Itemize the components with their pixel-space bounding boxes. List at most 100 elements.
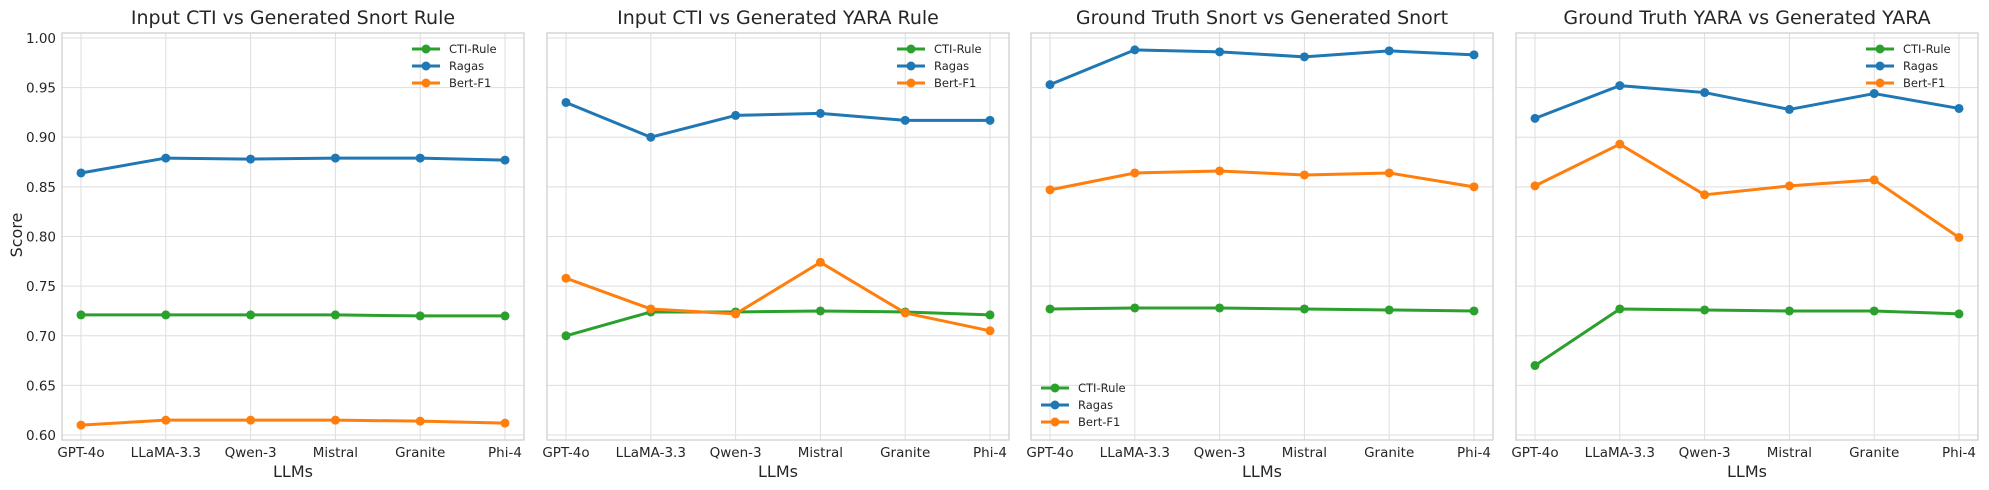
chart-title: Input CTI vs Generated Snort Rule (131, 7, 455, 29)
data-point (985, 326, 995, 336)
data-point (646, 132, 656, 142)
legend-label: Bert-F1 (1903, 76, 1945, 90)
data-point (1530, 113, 1540, 123)
data-point (985, 115, 995, 125)
data-point (76, 168, 86, 178)
legend-label: Bert-F1 (1078, 415, 1120, 429)
data-point (1869, 89, 1879, 99)
data-point (1130, 303, 1140, 313)
data-point (815, 108, 825, 118)
data-point (1469, 50, 1479, 60)
data-point (1954, 309, 1964, 319)
data-point (1045, 304, 1055, 314)
data-point (985, 310, 995, 320)
legend-label: CTI-Rule (934, 42, 982, 56)
data-point (161, 310, 171, 320)
legend-marker (421, 44, 431, 54)
legend-label: Bert-F1 (449, 76, 491, 90)
x-axis-label: LLMs (1242, 462, 1282, 481)
x-tick-label: LLaMA-3.3 (1585, 445, 1655, 461)
data-point (1299, 304, 1309, 314)
data-point (1045, 80, 1055, 90)
data-point (900, 308, 910, 318)
x-tick-label: GPT-4o (1511, 445, 1558, 461)
y-tick-label: 0.85 (26, 180, 56, 196)
data-point (1784, 104, 1794, 114)
x-tick-label: Granite (880, 445, 930, 461)
subplot-1: 0.60 0.65 0.70 0.75 0.80 0.85 0.90 0.95 1.00 GPT-… (26, 7, 525, 481)
x-axis-label: LLMs (758, 462, 798, 481)
legend-label: Ragas (1903, 59, 1938, 73)
data-point (1384, 46, 1394, 56)
x-tick-label: Granite (1849, 445, 1899, 461)
legend-label: CTI-Rule (1078, 381, 1126, 395)
series-line-cti-rule (81, 313, 505, 318)
x-tick-label: LLaMA-3.3 (616, 445, 686, 461)
chart-title: Input CTI vs Generated YARA Rule (617, 7, 939, 29)
data-point (500, 418, 510, 428)
data-point (561, 331, 571, 341)
legend-label: Ragas (1078, 398, 1113, 412)
x-axis-label: LLMs (273, 462, 313, 481)
series-line-bert-f1 (1534, 142, 1960, 239)
data-point (1530, 181, 1540, 191)
x-tick-label: LLaMA-3.3 (131, 445, 201, 461)
legend-marker (906, 61, 916, 71)
y-axis-label: Score (7, 213, 26, 258)
data-point (815, 257, 825, 267)
data-point (1615, 304, 1625, 314)
x-tick-label: Qwen-3 (225, 445, 277, 461)
y-tick-label: 0.80 (26, 230, 56, 246)
data-point (415, 311, 425, 321)
data-point (815, 306, 825, 316)
x-tick-label: Qwen-3 (1194, 445, 1246, 461)
data-point (1045, 185, 1055, 195)
legend-marker (1875, 44, 1885, 54)
y-tick-label: 0.75 (26, 279, 56, 295)
chart-title: Ground Truth Snort vs Generated Snort (1076, 7, 1448, 29)
x-tick-label: Qwen-3 (710, 445, 762, 461)
legend-marker (1875, 78, 1885, 88)
series-line-ragas (1534, 84, 1960, 120)
data-point (161, 415, 171, 425)
data-point (1530, 361, 1540, 371)
x-tick-label: Qwen-3 (1679, 445, 1731, 461)
data-point (1299, 170, 1309, 180)
data-point (1215, 47, 1225, 57)
data-point (1469, 306, 1479, 316)
data-point (161, 153, 171, 163)
data-point (76, 420, 86, 430)
data-point (1130, 45, 1140, 55)
data-point (1784, 181, 1794, 191)
legend-label: CTI-Rule (449, 42, 497, 56)
data-point (731, 309, 741, 319)
legend-marker (1050, 383, 1060, 393)
x-tick-label: Phi-4 (1457, 445, 1491, 461)
y-tick-label: 0.70 (26, 329, 56, 345)
y-tick-label: 0.65 (26, 378, 56, 394)
legend-marker (421, 61, 431, 71)
data-point (1784, 306, 1794, 316)
legend-label: CTI-Rule (1903, 42, 1951, 56)
x-tick-label: Granite (395, 445, 445, 461)
data-point (731, 110, 741, 120)
series-line-ragas (565, 101, 990, 139)
legend-marker (1050, 417, 1060, 427)
data-point (330, 310, 340, 320)
data-point (1215, 166, 1225, 176)
data-point (1700, 305, 1710, 315)
x-tick-label: Mistral (313, 445, 358, 461)
data-point (500, 311, 510, 321)
data-point (561, 273, 571, 283)
x-tick-label: Phi-4 (973, 445, 1007, 461)
legend-marker (1050, 400, 1060, 410)
data-point (1130, 168, 1140, 178)
data-point (1700, 190, 1710, 200)
legend-marker (906, 44, 916, 54)
x-tick-label: GPT-4o (542, 445, 589, 461)
x-tick-label: GPT-4o (57, 445, 104, 461)
y-tick-label: 1.00 (26, 31, 56, 47)
data-point (246, 415, 256, 425)
series-line-bert-f1 (1049, 169, 1475, 192)
